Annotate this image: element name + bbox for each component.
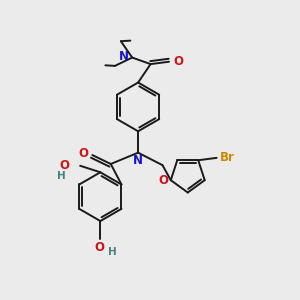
Text: O: O [173,55,183,68]
Text: N: N [133,154,143,167]
Text: H: H [108,247,117,257]
Text: Br: Br [220,152,235,164]
Text: O: O [158,174,168,187]
Text: N: N [119,50,129,63]
Text: H: H [57,171,66,181]
Text: O: O [79,147,88,160]
Text: O: O [60,159,70,172]
Text: O: O [95,241,105,254]
